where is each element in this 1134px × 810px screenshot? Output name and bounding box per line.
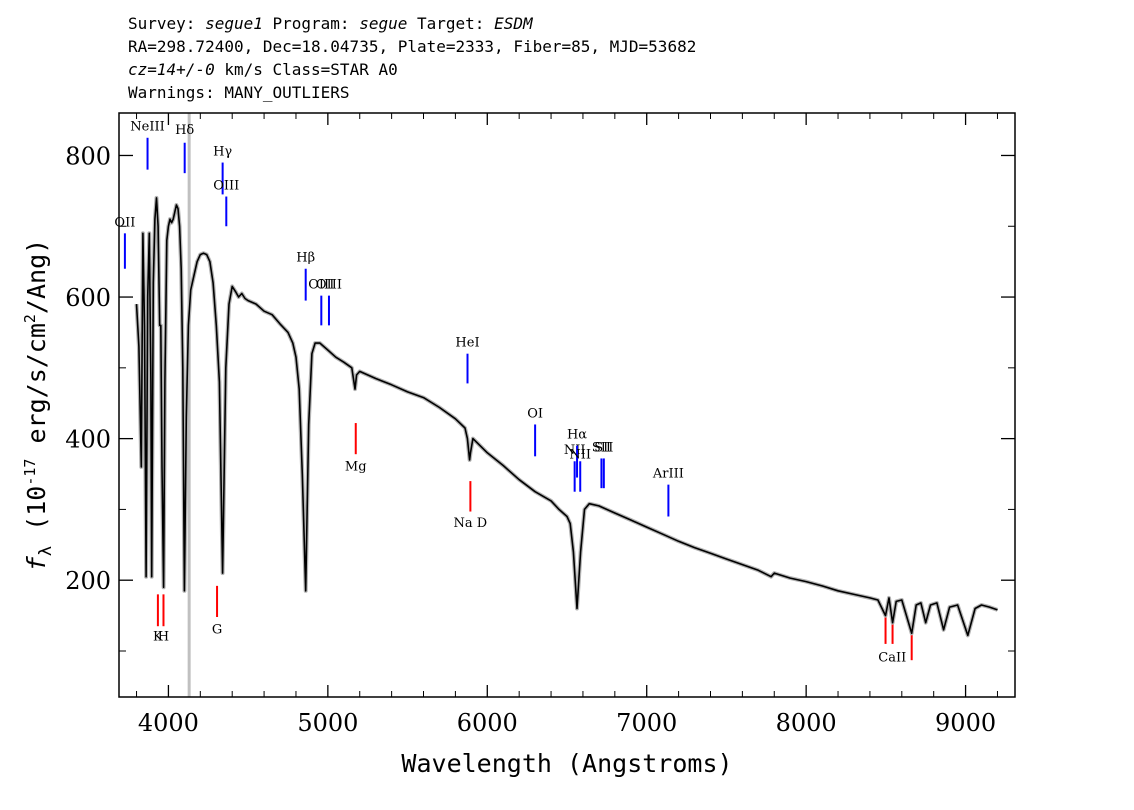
x-tick-label-2: 6000 <box>457 709 518 737</box>
y-tick-label-3: 800 <box>65 142 111 170</box>
emission-line-label-11: Hα <box>567 428 587 443</box>
absorption-line-label-4: Na D <box>454 516 488 531</box>
class-value: km/s Class=STAR A0 <box>214 60 398 79</box>
absorption-line-label-0: K <box>153 629 163 644</box>
absorption-line-label-3: Mg <box>345 459 367 474</box>
target-value: ESDM <box>494 14 533 33</box>
x-axis-title: Wavelength (Angstroms) <box>401 749 732 778</box>
redshift-value: cz=14+/-0 <box>128 60 215 79</box>
header-line-class: cz=14+/-0 km/s Class=STAR A0 <box>128 58 696 81</box>
ylabel-part2: erg/s/cm <box>22 323 51 458</box>
emission-line-label-7: OIII <box>316 278 342 293</box>
ylabel-exp2: 2 <box>21 314 39 323</box>
emission-line-label-2: Hδ <box>175 123 194 138</box>
header-line-survey: Survey: segue1 Program: segue Target: ES… <box>128 12 696 35</box>
emission-line-label-8: HeI <box>455 336 479 351</box>
emission-line-label-14: SII <box>594 440 613 455</box>
y-tick-label-0: 200 <box>65 567 111 595</box>
y-axis-title: fλ (10-17 erg/s/cm2/Ang) <box>21 239 56 571</box>
ylabel-part3: /Ang) <box>22 239 51 314</box>
emission-line-label-6: OIII <box>308 278 334 293</box>
header-line-coordinates: RA=298.72400, Dec=18.04735, Plate=2333, … <box>128 37 697 56</box>
spectrum-line-0 <box>135 197 998 637</box>
emission-line-label-9: OI <box>527 406 543 421</box>
ylabel-f: f <box>22 555 51 571</box>
spectrum-header: Survey: segue1 Program: segue Target: ES… <box>128 12 696 104</box>
ylabel-part1: (10 <box>22 486 51 546</box>
absorption-line-label-2: G <box>212 622 222 637</box>
emission-line-label-4: OIII <box>213 178 239 193</box>
emission-line-label-0: OII <box>114 215 135 230</box>
plot-frame <box>118 112 1016 698</box>
emission-line-label-13: SII <box>592 440 611 455</box>
spectrum-error-band-0 <box>134 195 999 638</box>
absorption-line-label-5: CaII <box>878 651 906 666</box>
x-tick-label-1: 5000 <box>297 709 358 737</box>
spectrum-series-layer <box>134 195 999 638</box>
survey-label: Survey: <box>128 14 206 33</box>
x-tick-label-5: 9000 <box>935 709 996 737</box>
absorption-line-label-1: H <box>158 629 169 644</box>
axis-ticks <box>119 113 1015 697</box>
ylabel-sub: λ <box>36 546 56 556</box>
emission-line-label-12: NII <box>569 447 591 462</box>
program-value: segue <box>359 14 408 33</box>
y-tick-label-2: 600 <box>65 284 111 312</box>
emission-line-label-10: NII <box>564 443 586 458</box>
y-tick-label-1: 400 <box>65 426 111 454</box>
ylabel-exp1: -17 <box>21 459 39 486</box>
emission-line-label-15: ArIII <box>652 467 684 482</box>
program-label: Program: <box>262 14 360 33</box>
x-tick-label-3: 7000 <box>616 709 677 737</box>
x-tick-label-0: 4000 <box>138 709 199 737</box>
x-tick-label-4: 8000 <box>776 709 837 737</box>
emission-line-label-5: Hβ <box>296 251 315 266</box>
survey-value: segue1 <box>205 14 263 33</box>
header-line-warnings: Warnings: MANY_OUTLIERS <box>128 83 350 102</box>
emission-line-label-3: Hγ <box>213 144 232 159</box>
target-label: Target: <box>407 14 495 33</box>
emission-line-label-1: NeIII <box>130 120 164 135</box>
axis-tick-labels: 4000 5000 6000 7000 8000 9000 200 400 600 800 <box>65 142 996 737</box>
